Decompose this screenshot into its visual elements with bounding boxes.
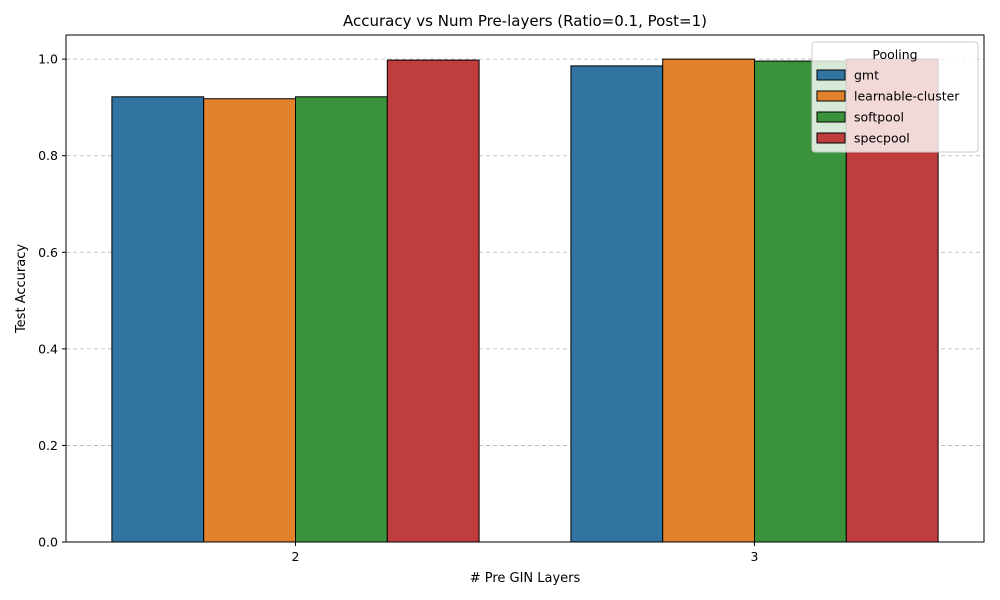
- legend-label-gmt: gmt: [854, 68, 879, 83]
- plot-frame: [65, 34, 985, 543]
- legend-swatch-learnable-cluster: [816, 90, 846, 102]
- y-tick-label: 0.0: [38, 535, 58, 550]
- legend: Pooling gmt learnable-cluster softpool specp…: [811, 41, 979, 153]
- y-tick-label: 0.4: [38, 341, 58, 356]
- legend-label-softpool: softpool: [854, 110, 904, 125]
- legend-swatch-softpool: [816, 111, 846, 123]
- legend-label-specpool: specpool: [854, 131, 910, 146]
- legend-title: Pooling: [872, 47, 917, 62]
- x-tick-label: 2: [292, 549, 300, 564]
- y-axis: 0.0 0.2 0.4 0.6 0.8 1.0: [38, 52, 66, 550]
- bar-learnable-cluster-3: [662, 58, 756, 543]
- x-tick-label: 3: [751, 549, 759, 564]
- chart-title: Accuracy vs Num Pre-layers (Ratio=0.1, P…: [343, 12, 707, 30]
- legend-label-learnable-cluster: learnable-cluster: [854, 89, 960, 104]
- y-tick-label: 0.8: [38, 148, 58, 163]
- bar-learnable-cluster-2: [203, 98, 296, 543]
- bar-softpool-2: [295, 96, 388, 543]
- legend-swatch-gmt: [816, 69, 846, 81]
- bar-gmt-2: [111, 96, 205, 543]
- bar-specpool-2: [386, 59, 480, 543]
- x-axis-label: # Pre GIN Layers: [470, 571, 581, 586]
- y-tick-label: 0.6: [38, 245, 58, 260]
- bar-gmt-3: [570, 65, 664, 543]
- y-tick-label: 1.0: [38, 52, 58, 67]
- y-axis-label: Test Accuracy: [14, 244, 29, 334]
- legend-box: [811, 41, 979, 153]
- legend-swatch-specpool: [816, 132, 846, 144]
- y-tick-label: 0.2: [38, 438, 58, 453]
